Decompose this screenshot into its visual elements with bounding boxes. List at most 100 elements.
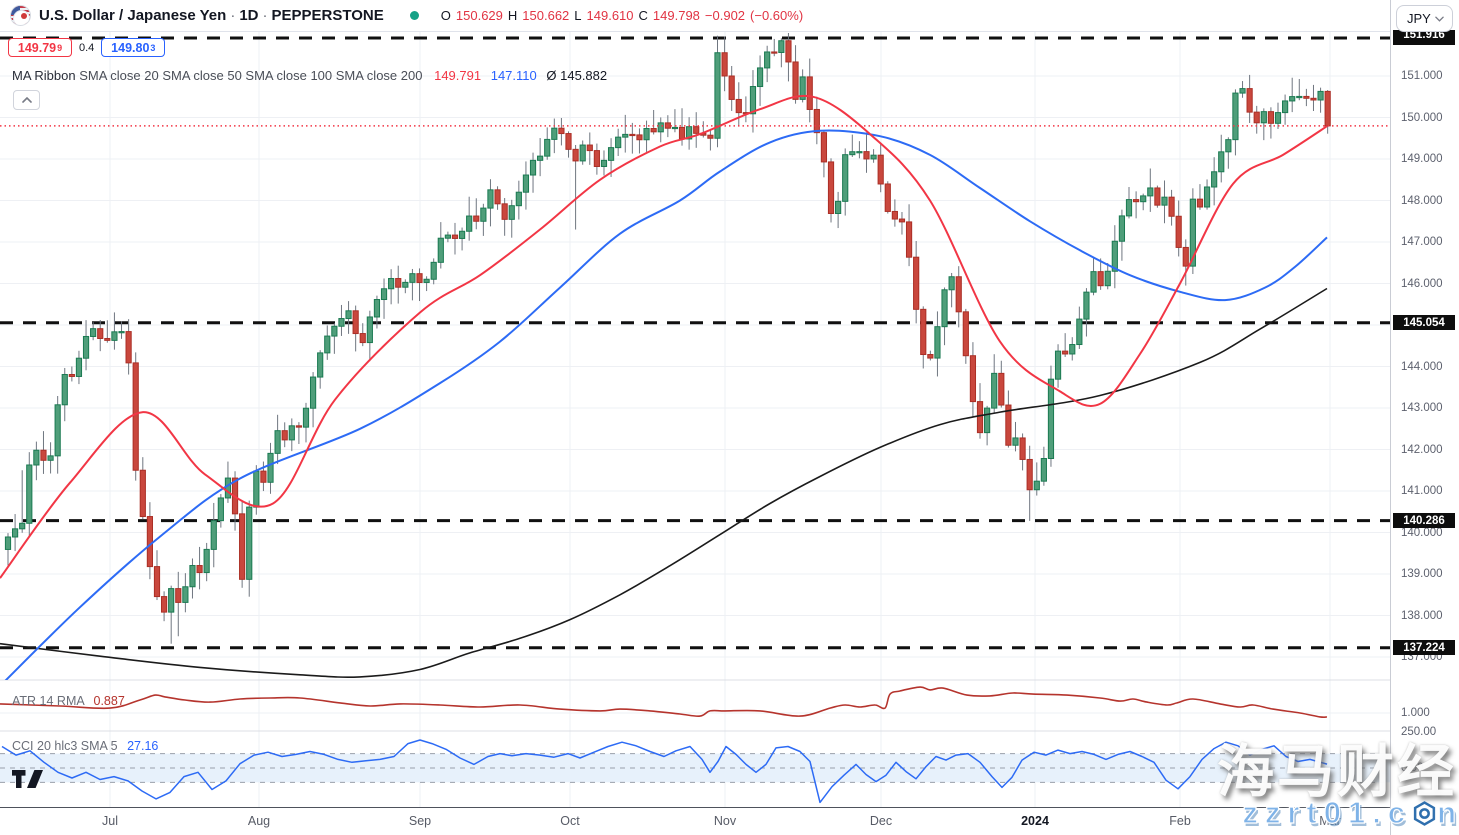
candle	[572, 148, 579, 162]
interval-label[interactable]: 1D	[239, 7, 259, 24]
candle	[90, 328, 97, 337]
candle	[955, 276, 962, 313]
candle	[870, 154, 877, 160]
currency-dropdown[interactable]: JPY	[1396, 5, 1453, 32]
candle	[416, 273, 423, 283]
change-percent: (−0.60%)	[750, 8, 804, 23]
candle	[771, 51, 778, 54]
candle	[1019, 437, 1026, 460]
price-level-label[interactable]: 140.286	[1393, 513, 1455, 529]
time-axis[interactable]: Jul Aug Sep Oct Nov Dec 2024 Feb Mar	[0, 807, 1459, 835]
candle	[33, 449, 40, 466]
candle	[1168, 196, 1175, 217]
candle	[480, 207, 487, 222]
candle	[437, 237, 444, 263]
candle	[246, 506, 253, 580]
sell-button[interactable]: 149.79 9	[8, 38, 72, 57]
candle	[1026, 458, 1033, 491]
sma100-value: 147.110	[490, 68, 537, 83]
candle	[1097, 271, 1104, 287]
price-level-label[interactable]: 151.916	[1393, 30, 1455, 46]
avg-prefix: Ø	[546, 68, 557, 83]
candle	[1260, 111, 1267, 124]
candle	[1140, 195, 1147, 203]
candle	[976, 401, 984, 434]
exchange-label: PEPPERSTONE	[271, 7, 384, 24]
candle	[331, 325, 338, 337]
candle	[61, 373, 68, 406]
atr-name: ATR 14 RMA	[12, 694, 85, 708]
candle	[671, 126, 679, 130]
candle	[856, 151, 863, 154]
currency-value: JPY	[1407, 11, 1431, 26]
candle	[842, 154, 849, 202]
candle	[1218, 151, 1225, 173]
collapse-pane-button[interactable]	[13, 90, 40, 110]
candle	[125, 331, 132, 364]
candle	[764, 51, 771, 69]
candle	[1033, 480, 1040, 491]
candle	[1225, 139, 1232, 153]
candle	[295, 425, 302, 428]
candle	[913, 256, 920, 310]
candle	[267, 452, 274, 483]
low-label: L	[574, 8, 582, 23]
candle	[260, 470, 267, 483]
candle	[345, 310, 352, 320]
candle	[1054, 350, 1062, 380]
candle	[998, 372, 1005, 406]
open-value: 150.629	[455, 8, 503, 23]
time-label-jul: Jul	[102, 814, 118, 828]
candle	[1310, 97, 1317, 101]
candle	[735, 98, 742, 114]
price-level-label[interactable]: 137.224	[1393, 640, 1455, 656]
candle	[884, 183, 891, 212]
buy-button[interactable]: 149.80 3	[101, 38, 166, 57]
candle	[1090, 271, 1097, 293]
cci-legend[interactable]: CCI 20 hlc3 SMA 5 27.16	[12, 739, 158, 753]
candle	[650, 128, 657, 133]
sma20-value: 149.791	[434, 68, 482, 83]
candle	[139, 469, 146, 518]
candle	[175, 588, 182, 603]
sell-price: 149.79	[17, 40, 57, 55]
sma200-value: 145.882	[560, 68, 608, 83]
high-value: 150.662	[522, 8, 570, 23]
candle	[905, 221, 913, 258]
candle	[686, 126, 693, 140]
candle	[1274, 112, 1282, 124]
market-status-icon[interactable]	[409, 11, 419, 20]
candle	[551, 127, 558, 140]
candle	[182, 586, 189, 603]
candle	[1111, 240, 1118, 272]
candle	[68, 373, 75, 377]
ma-ribbon-legend[interactable]: MA Ribbon SMA close 20 SMA close 50 SMA …	[12, 68, 607, 83]
price-tick: 146.000	[1401, 277, 1443, 290]
candle	[537, 155, 544, 161]
candle	[253, 470, 260, 508]
symbol-title[interactable]: U.S. Dollar / Japanese Yen · 1D · PEPPERSTON…	[39, 7, 384, 24]
candle	[494, 189, 501, 205]
candle	[239, 513, 246, 580]
candle	[1161, 196, 1168, 206]
candle	[224, 477, 232, 499]
candle	[1125, 199, 1133, 217]
price-tick: 150.000	[1401, 111, 1443, 124]
time-label-mar: Mar	[1319, 814, 1341, 828]
candle	[4, 536, 12, 550]
candle	[508, 205, 515, 220]
price-axis[interactable]: JPY 151.000 150.000 149.000 148.000 147.000 1…	[1390, 0, 1459, 835]
candle	[941, 289, 948, 328]
candle	[813, 108, 820, 134]
candle	[1154, 187, 1161, 206]
candle	[962, 311, 969, 357]
price-level-label[interactable]: 145.054	[1393, 315, 1455, 331]
price-tick: 140.000	[1401, 526, 1443, 539]
candle	[565, 133, 572, 150]
candle	[168, 588, 175, 613]
tradingview-logo-icon[interactable]	[12, 770, 43, 793]
candle	[373, 299, 381, 318]
atr-legend[interactable]: ATR 14 RMA 0.887	[12, 694, 125, 708]
candle	[196, 565, 203, 574]
